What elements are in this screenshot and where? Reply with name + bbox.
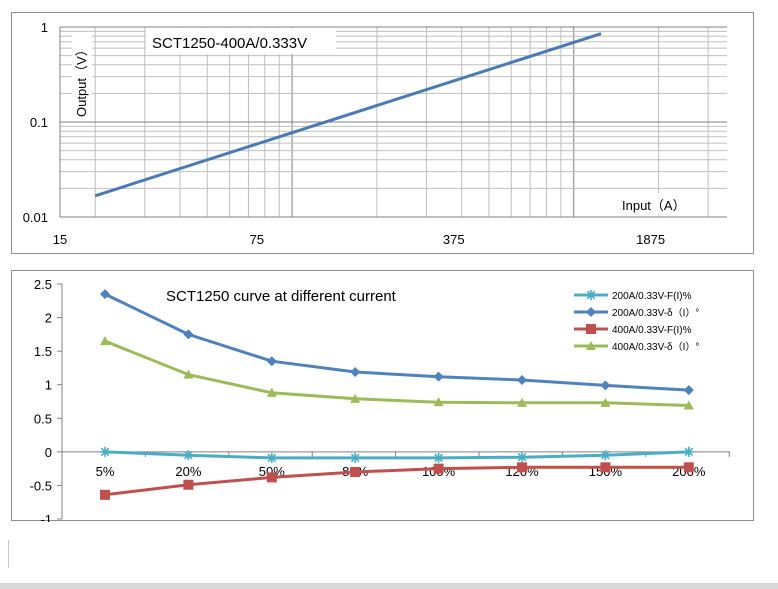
data-point-diamond	[600, 380, 611, 391]
legend-label: 400A/0.33V-δ（I）°	[612, 341, 699, 353]
asterisk-stroke	[100, 447, 110, 457]
series-2	[100, 462, 694, 500]
log-chart-axes: 1 0.1 0.01 15 75 375 1875	[23, 20, 727, 247]
x-tick-label: 75	[250, 232, 264, 247]
data-point-triangle	[100, 336, 110, 346]
log-chart-xlabel-bg	[614, 193, 694, 215]
data-point-triangle	[683, 400, 694, 410]
y-tick-label: 0.5	[34, 411, 52, 426]
data-point-diamond	[100, 289, 110, 300]
x-tick-label: 375	[443, 232, 465, 247]
y-tick-label: 1.5	[34, 344, 52, 359]
x-tick-label: 50%	[259, 464, 285, 479]
legend-item: 200A/0.33V-δ（I）°	[574, 307, 699, 319]
log-chart-panel: 1 0.1 0.01 15 75 375 1875 SCT1250-400A/0.333V …	[11, 12, 754, 254]
data-point-triangle	[433, 397, 444, 407]
series-line	[104, 292, 689, 392]
data-point-square	[586, 324, 596, 334]
data-point-square	[266, 472, 277, 483]
series-3	[100, 336, 694, 410]
data-point-asterisk	[586, 290, 596, 300]
series-0	[100, 446, 694, 463]
data-point-diamond	[586, 307, 596, 317]
data-point-asterisk	[683, 446, 694, 457]
asterisk-stroke	[601, 450, 610, 460]
x-tick-label: 15	[53, 232, 67, 247]
curve-chart-series	[100, 289, 694, 500]
y-tick-label: 0.1	[30, 115, 48, 130]
legend-label: 400A/0.33V-F(I)%	[612, 325, 692, 336]
asterisk-stroke	[586, 290, 596, 300]
page-bottom-strip	[0, 583, 778, 589]
log-chart-xlabel: Input（A）	[622, 198, 686, 213]
log-chart-grid	[60, 26, 727, 218]
y-tick-label: 2.5	[34, 277, 52, 292]
data-point-triangle	[350, 393, 361, 403]
series-line	[104, 465, 689, 497]
asterisk-stroke	[517, 452, 527, 462]
x-tick-label: 1875	[636, 232, 665, 247]
data-point-asterisk	[183, 450, 194, 461]
data-point-diamond	[683, 385, 694, 396]
data-point-diamond	[517, 375, 527, 386]
data-point-square	[183, 479, 194, 490]
data-point-square	[600, 462, 611, 473]
data-point-diamond	[433, 371, 444, 382]
legend-label: 200A/0.33V-F(I)%	[612, 291, 692, 302]
data-point-asterisk	[433, 452, 444, 463]
series-1	[100, 289, 694, 396]
data-point-triangle	[517, 397, 527, 407]
asterisk-stroke	[434, 453, 443, 463]
y-tick-label: 1	[45, 378, 52, 393]
data-point-square	[433, 463, 444, 474]
asterisk-stroke	[350, 453, 360, 463]
log-chart-ylabel: Output（V）	[74, 43, 89, 117]
curve-chart-svg: 2.521.510.50-0.5-15%20%50%80%100%120%150…	[30, 277, 730, 522]
x-tick-label: 20%	[175, 464, 201, 479]
y-tick-label: 0.01	[23, 210, 48, 225]
y-tick-label: 0	[45, 445, 52, 460]
data-point-asterisk	[266, 452, 277, 463]
data-point-square	[350, 467, 361, 477]
log-chart-series	[94, 32, 602, 198]
legend-item: 400A/0.33V-F(I)%	[574, 324, 692, 336]
curve-chart-legend: 200A/0.33V-F(I)% 200A/0.33V-δ（I）° 400A/0.3…	[574, 290, 699, 353]
data-point-triangle	[586, 341, 596, 350]
data-point-triangle	[266, 387, 277, 397]
y-tick-label: -0.5	[30, 478, 52, 493]
data-point-diamond	[183, 329, 194, 340]
log-chart-title: SCT1250-400A/0.333V	[152, 35, 307, 52]
x-tick-label: 5%	[96, 464, 115, 479]
asterisk-stroke	[684, 447, 694, 457]
y-tick-label: -1	[40, 512, 52, 522]
y-tick-label: 1	[41, 20, 48, 35]
log-chart-title-bg	[146, 28, 336, 54]
data-point-asterisk	[517, 452, 527, 463]
legend-item: 200A/0.33V-F(I)%	[574, 290, 692, 302]
data-point-square	[683, 462, 694, 473]
data-point-asterisk	[350, 452, 361, 463]
data-point-asterisk	[600, 450, 611, 461]
y-tick-label: 2	[45, 311, 52, 326]
log-chart-ylabel-bg	[72, 33, 92, 121]
asterisk-stroke	[267, 453, 277, 463]
series-line	[104, 450, 689, 460]
legend-item: 400A/0.33V-δ（I）°	[574, 341, 699, 353]
data-point-asterisk	[100, 446, 110, 457]
page-corner-mark	[0, 540, 9, 568]
data-point-square	[517, 462, 527, 473]
output-series-line	[94, 32, 602, 198]
data-point-triangle	[183, 369, 194, 379]
asterisk-stroke	[184, 450, 193, 460]
data-point-square	[100, 489, 110, 500]
data-point-diamond	[266, 356, 277, 367]
curve-chart-panel: 2.521.510.50-0.5-15%20%50%80%100%120%150…	[11, 270, 754, 522]
data-point-diamond	[350, 366, 361, 377]
legend-label: 200A/0.33V-δ（I）°	[612, 307, 699, 319]
series-line	[104, 339, 689, 407]
data-point-triangle	[600, 397, 611, 407]
curve-chart-title: SCT1250 curve at different current	[166, 288, 397, 305]
